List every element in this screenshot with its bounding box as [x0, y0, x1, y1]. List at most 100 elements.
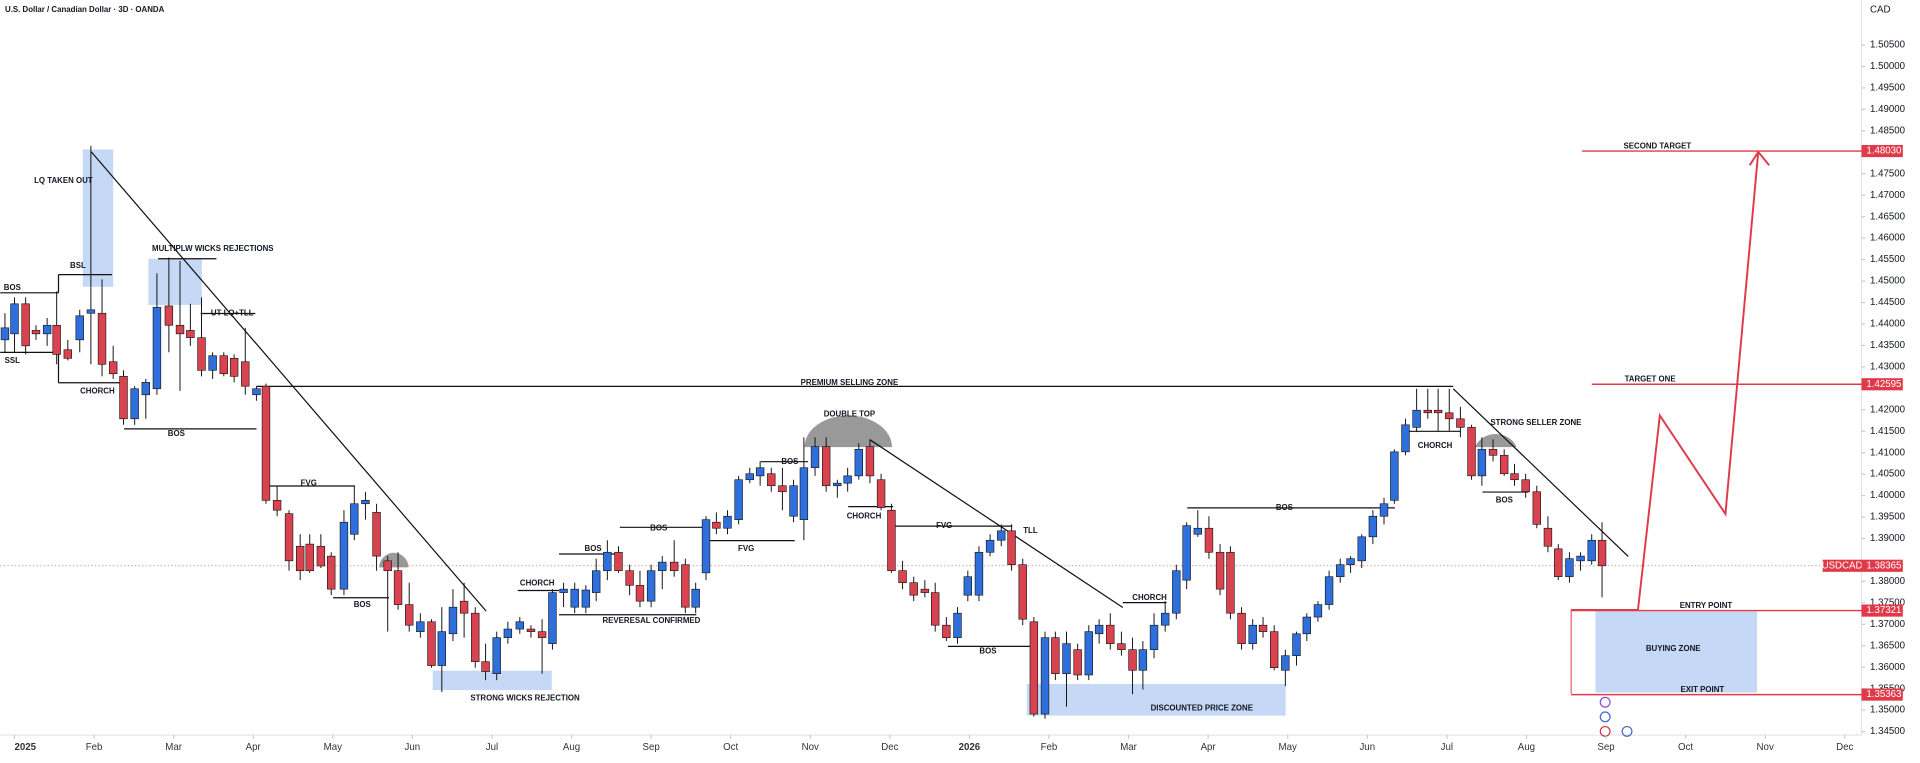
candle-body: [876, 479, 886, 508]
candle-body: [843, 475, 852, 484]
candle-body: [1433, 409, 1443, 414]
zone: [148, 258, 202, 305]
candle-body: [755, 467, 765, 477]
x-tick-label: Feb: [1041, 742, 1058, 753]
candle-body: [985, 539, 995, 553]
candle-body: [31, 330, 41, 335]
annotation: REVERESAL CONFIRMED: [602, 616, 700, 625]
y-tick-label: 1.40000: [1870, 490, 1906, 501]
candle-body: [1073, 649, 1082, 676]
x-tick-label: May: [324, 742, 342, 753]
candle-body: [1565, 558, 1574, 578]
y-tick-label: 1.36500: [1870, 640, 1906, 651]
x-tick-label: Nov: [1757, 742, 1774, 753]
candle-body: [515, 621, 524, 630]
candle-body: [1149, 624, 1159, 650]
annotation: BOS: [354, 600, 371, 609]
candle-body: [393, 570, 403, 605]
annotation: SSL: [5, 356, 21, 365]
candle-body: [1258, 624, 1268, 632]
candle-body: [448, 606, 458, 635]
annotation: FVG: [936, 521, 952, 530]
y-tick-label: 1.42000: [1870, 404, 1906, 415]
x-tick-label: May: [1279, 742, 1297, 753]
candle-body: [526, 628, 536, 632]
candle-body: [723, 515, 732, 529]
x-tick-label: Oct: [1678, 742, 1693, 753]
annotation: CHORCH: [847, 511, 882, 520]
candle-body: [241, 361, 250, 387]
annotation: DOUBLE TOP: [824, 409, 875, 418]
candle-body: [1138, 649, 1148, 671]
candle-body: [592, 570, 601, 593]
annotation: BOS: [1496, 496, 1513, 505]
annotation: MULTIPLW WICKS REJECTIONS: [152, 244, 273, 253]
y-tick-label: 1.44500: [1870, 297, 1906, 308]
x-tick-label: Aug: [1518, 742, 1535, 753]
candle-body: [1456, 418, 1465, 428]
annotation: CHORCH: [1418, 441, 1453, 450]
candle-body: [75, 315, 84, 341]
annotation: CHORCH: [1132, 593, 1167, 602]
y-tick-label: 1.41500: [1870, 426, 1906, 437]
candle-body: [1477, 448, 1487, 477]
candle-body: [767, 473, 776, 487]
annotation: BOS: [650, 524, 667, 533]
level-text: SECOND TARGET: [1624, 141, 1692, 150]
candle-body: [97, 312, 107, 365]
annotation: FVG: [738, 544, 754, 553]
candle-body: [974, 551, 984, 596]
annotation: STRONG SELLER ZONE: [1490, 418, 1581, 427]
candle-body: [789, 485, 798, 517]
y-tick-label: 1.49000: [1870, 104, 1906, 115]
candle-body: [1499, 454, 1509, 475]
candle-body: [52, 324, 61, 355]
level-price-label: 1.48030: [1866, 146, 1902, 157]
y-tick-label: 1.37000: [1870, 619, 1906, 630]
candle-body: [745, 473, 754, 481]
candle-body: [437, 631, 447, 666]
annotation: BOS: [781, 457, 798, 466]
annotation: BUYING ZONE: [1646, 644, 1701, 653]
y-tick-label: 1.49500: [1870, 83, 1906, 94]
current-price-box: [1861, 559, 1903, 572]
candle-body: [810, 446, 820, 469]
candle-body: [252, 388, 261, 396]
candle-body: [361, 500, 370, 505]
y-tick-label: 1.39000: [1870, 533, 1906, 544]
y-tick-label: 1.44000: [1870, 319, 1906, 330]
annotation: BOS: [585, 544, 602, 553]
y-tick-label: 1.48500: [1870, 125, 1906, 136]
candle-body: [1346, 558, 1355, 566]
candle-body: [691, 588, 700, 608]
candle-body: [284, 513, 294, 562]
candle-body: [635, 584, 645, 602]
candle-body: [854, 448, 863, 477]
candle-body: [1521, 479, 1530, 493]
candles: [0, 145, 1607, 719]
y-tick-label: 1.43500: [1870, 340, 1906, 351]
candle-body: [119, 376, 128, 420]
candle-body: [1445, 412, 1454, 420]
candle-body: [1576, 555, 1585, 562]
x-tick-label: Apr: [246, 742, 262, 753]
structure-line: [1452, 388, 1629, 557]
annotation: CHORCH: [80, 386, 115, 395]
x-tick-label: Feb: [86, 742, 103, 753]
x-tick-label: Aug: [563, 742, 580, 753]
x-tick-label: Nov: [802, 742, 819, 753]
y-tick-label: 1.35000: [1870, 705, 1906, 716]
y-tick-label: 1.38000: [1870, 576, 1906, 587]
annotation: PREMIUM SELLING ZONE: [801, 378, 899, 387]
level-price-box: [1861, 144, 1903, 158]
x-tick-label: Sep: [642, 742, 659, 753]
current-price-label: 1.38365: [1866, 560, 1901, 571]
candle-body: [229, 357, 239, 377]
candle-body: [1401, 424, 1410, 453]
candle-body: [1237, 612, 1246, 644]
annotation: TLL: [1023, 526, 1038, 535]
level-text: ENTRY POINT: [1680, 601, 1733, 610]
symbol-box: [1822, 559, 1862, 572]
candle-body: [1040, 637, 1050, 715]
structure-line: [869, 439, 1124, 608]
